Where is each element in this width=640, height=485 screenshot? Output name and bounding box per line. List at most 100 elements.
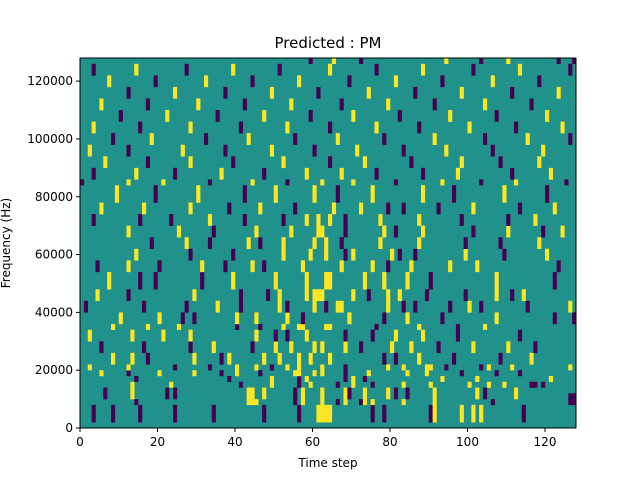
heatmap-cell	[192, 370, 197, 377]
heatmap-cell	[393, 81, 399, 88]
heatmap-cell	[95, 260, 100, 267]
heatmap-cell	[277, 69, 282, 76]
heatmap-cell	[490, 150, 495, 157]
heatmap-cell	[273, 190, 278, 197]
heatmap-cell	[285, 329, 290, 336]
heatmap-cell	[262, 167, 267, 174]
heatmap-cell	[386, 295, 391, 302]
heatmap-cell	[235, 312, 240, 319]
heatmap-cell	[421, 335, 426, 342]
heatmap-cell	[424, 289, 430, 296]
heatmap-cell	[99, 347, 104, 354]
heatmap-cell	[254, 318, 259, 325]
heatmap-cell	[188, 335, 193, 342]
heatmap-cell	[219, 167, 224, 174]
heatmap-cell	[347, 387, 352, 394]
heatmap-cell	[266, 295, 271, 302]
heatmap-cell	[537, 75, 542, 82]
heatmap-cell	[572, 318, 577, 325]
heatmap-cell	[343, 329, 348, 336]
heatmap-cell	[188, 329, 193, 336]
heatmap-cell	[529, 381, 534, 388]
heatmap-cell	[211, 410, 216, 417]
heatmap-cell	[525, 133, 530, 140]
heatmap-cell	[386, 387, 391, 394]
heatmap-cell	[114, 190, 120, 197]
heatmap-cell	[343, 347, 348, 354]
heatmap-cell	[533, 381, 538, 388]
heatmap-cell	[269, 150, 275, 157]
heatmap-cell	[111, 410, 116, 417]
heatmap-cell	[316, 289, 321, 296]
heatmap-cell	[374, 323, 379, 330]
heatmap-cell	[246, 387, 251, 394]
heatmap-cell	[242, 98, 247, 105]
heatmap-cell	[297, 416, 302, 423]
heatmap-cell	[483, 138, 488, 145]
heatmap-cell	[343, 219, 348, 226]
heatmap-cell	[227, 352, 232, 359]
heatmap-cell	[428, 381, 433, 388]
heatmap-cell	[142, 300, 147, 307]
heatmap-cell	[250, 179, 255, 186]
heatmap-cell	[328, 416, 333, 423]
heatmap-cell	[231, 63, 236, 70]
heatmap-cell	[126, 86, 131, 93]
heatmap-cell	[188, 121, 193, 128]
heatmap-cell	[192, 289, 197, 296]
heatmap-cell	[343, 248, 348, 255]
heatmap-cell	[258, 202, 263, 209]
heatmap-cell	[417, 237, 422, 244]
heatmap-cell	[320, 225, 325, 232]
heatmap-cell	[498, 237, 503, 244]
heatmap-cell	[145, 323, 151, 330]
heatmap-cell	[308, 115, 313, 122]
heatmap-cell	[432, 387, 437, 394]
y-tick-label: 80000	[35, 190, 73, 204]
heatmap-cell	[111, 416, 116, 423]
heatmap-cell	[107, 81, 112, 88]
heatmap-cell	[459, 156, 464, 163]
heatmap-cell	[405, 312, 410, 319]
heatmap-cell	[285, 127, 290, 134]
heatmap-cell	[308, 254, 313, 261]
heatmap-cell	[409, 341, 414, 348]
y-tick-label: 60000	[35, 248, 73, 262]
heatmap-cell	[316, 231, 321, 238]
heatmap-cell	[204, 133, 209, 140]
heatmap-cell	[145, 162, 151, 169]
heatmap-cell	[459, 162, 464, 169]
heatmap-cell	[142, 208, 147, 215]
heatmap-cell	[211, 225, 216, 232]
heatmap-cell	[111, 358, 116, 365]
heatmap-cell	[262, 260, 267, 267]
heatmap-cell	[200, 260, 205, 267]
heatmap-cell	[293, 393, 298, 400]
heatmap-cell	[397, 110, 402, 117]
heatmap-cell	[126, 289, 131, 296]
heatmap-cell	[370, 266, 375, 273]
heatmap-cell	[324, 271, 329, 278]
heatmap-cell	[308, 248, 313, 255]
heatmap-cell	[382, 283, 387, 290]
heatmap-cell	[262, 115, 267, 122]
heatmap-cell	[432, 104, 437, 111]
heatmap-cell	[417, 219, 422, 226]
heatmap-cell	[455, 167, 461, 174]
heatmap-cell	[335, 399, 340, 406]
heatmap-cell	[417, 243, 422, 250]
heatmap-cell	[289, 225, 294, 232]
heatmap-cell	[83, 300, 89, 307]
heatmap-cell	[366, 370, 371, 377]
heatmap-cell	[362, 375, 368, 382]
heatmap-cell	[215, 300, 220, 307]
heatmap-cell	[463, 243, 468, 250]
heatmap-cell	[269, 86, 275, 93]
heatmap-cell	[111, 404, 116, 411]
heatmap-cell	[568, 393, 573, 400]
heatmap-cell	[83, 306, 89, 313]
heatmap-cell	[517, 208, 523, 215]
heatmap-cell	[343, 231, 348, 238]
heatmap-cell	[506, 219, 511, 226]
